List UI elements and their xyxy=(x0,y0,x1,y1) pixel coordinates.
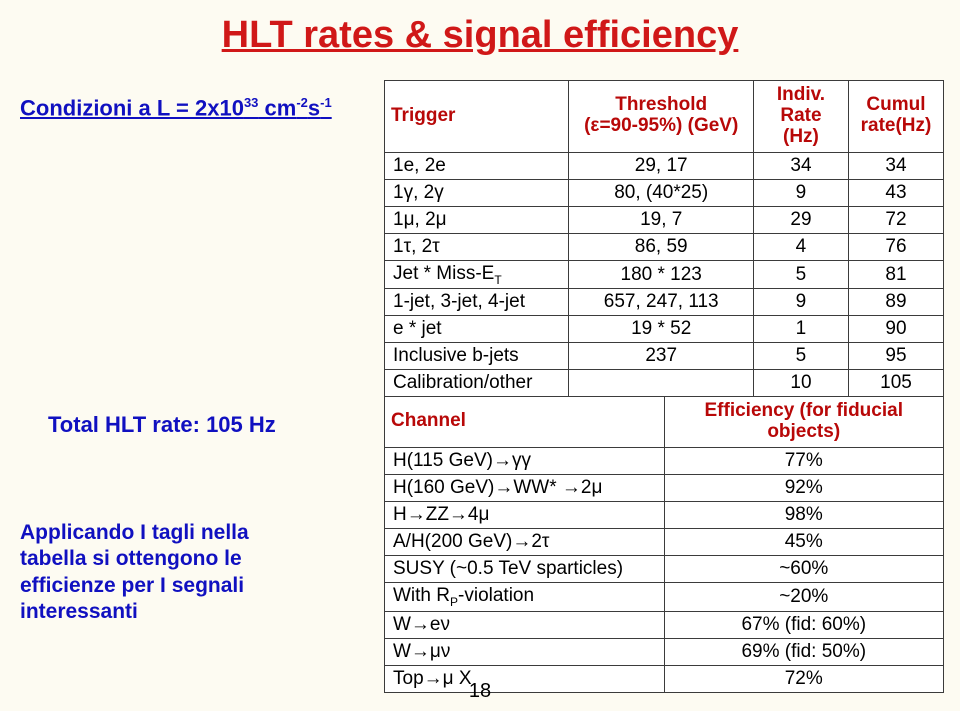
table-cell: 237 xyxy=(569,343,753,370)
table-cell: 657, 247, 113 xyxy=(569,289,753,316)
table-cell: 1e, 2e xyxy=(385,152,569,179)
table-row: 1-jet, 3-jet, 4-jet657, 247, 113989 xyxy=(385,289,944,316)
table-cell: Inclusive b-jets xyxy=(385,343,569,370)
table-cell: SUSY (~0.5 TeV sparticles) xyxy=(385,555,665,582)
table-cell: ~60% xyxy=(664,555,944,582)
table-cell: 77% xyxy=(664,447,944,474)
table-row: W→μν69% (fid: 50%) xyxy=(385,638,944,665)
table-cell: 43 xyxy=(848,179,943,206)
table-cell xyxy=(569,370,753,397)
table-cell: A/H(200 GeV)→2τ xyxy=(385,528,665,555)
table-cell: 180 * 123 xyxy=(569,260,753,289)
table-cell: e * jet xyxy=(385,316,569,343)
table-cell: W→eν xyxy=(385,611,665,638)
table-cell: 10 xyxy=(753,370,848,397)
table-cell: 9 xyxy=(753,179,848,206)
table-cell: 105 xyxy=(848,370,943,397)
table-cell: 67% (fid: 60%) xyxy=(664,611,944,638)
table-cell: 9 xyxy=(753,289,848,316)
table-cell: 86, 59 xyxy=(569,233,753,260)
total-rate-label: Total HLT rate: 105 Hz xyxy=(48,412,276,438)
efficiency-table: ChannelEfficiency (for fiducial objects)… xyxy=(384,396,944,693)
table-cell: 81 xyxy=(848,260,943,289)
table-cell: ~20% xyxy=(664,582,944,611)
table-cell: 5 xyxy=(753,260,848,289)
table-cell: 1μ, 2μ xyxy=(385,206,569,233)
table-row: Inclusive b-jets237595 xyxy=(385,343,944,370)
rates-table: TriggerThreshold(ε=90-95%) (GeV)Indiv.Ra… xyxy=(384,80,944,397)
eff-header-cell: Channel xyxy=(385,397,665,448)
table-cell: 76 xyxy=(848,233,943,260)
table-cell: 90 xyxy=(848,316,943,343)
table-row: With RP-violation~20% xyxy=(385,582,944,611)
table-row: H→ZZ→4μ98% xyxy=(385,501,944,528)
table-cell: With RP-violation xyxy=(385,582,665,611)
table-row: W→eν67% (fid: 60%) xyxy=(385,611,944,638)
efficiency-note: Applicando I tagli nellatabella si otten… xyxy=(20,520,249,625)
table-cell: 29 xyxy=(753,206,848,233)
table-cell: H(115 GeV)→γγ xyxy=(385,447,665,474)
table-cell: 5 xyxy=(753,343,848,370)
table-cell: 80, (40*25) xyxy=(569,179,753,206)
table-cell: 1-jet, 3-jet, 4-jet xyxy=(385,289,569,316)
table-cell: H→ZZ→4μ xyxy=(385,501,665,528)
table-row: H(160 GeV)→WW* →2μ92% xyxy=(385,474,944,501)
rates-header-cell: Indiv.Rate (Hz) xyxy=(753,81,848,153)
table-cell: W→μν xyxy=(385,638,665,665)
table-cell: 95 xyxy=(848,343,943,370)
table-cell: Calibration/other xyxy=(385,370,569,397)
rates-table-container: TriggerThreshold(ε=90-95%) (GeV)Indiv.Ra… xyxy=(384,80,944,397)
rates-header-cell: Cumulrate(Hz) xyxy=(848,81,943,153)
table-row: Calibration/other 10105 xyxy=(385,370,944,397)
table-row: H(115 GeV)→γγ77% xyxy=(385,447,944,474)
page-title: HLT rates & signal efficiency xyxy=(222,14,739,57)
table-row: 1μ, 2μ19, 72972 xyxy=(385,206,944,233)
table-row: Jet * Miss-ET180 * 123581 xyxy=(385,260,944,289)
table-row: 1γ, 2γ80, (40*25)943 xyxy=(385,179,944,206)
table-cell: 1γ, 2γ xyxy=(385,179,569,206)
table-cell: 72% xyxy=(664,665,944,692)
table-row: 1τ, 2τ86, 59476 xyxy=(385,233,944,260)
table-row: A/H(200 GeV)→2τ45% xyxy=(385,528,944,555)
rates-header-cell: Threshold(ε=90-95%) (GeV) xyxy=(569,81,753,153)
table-cell: 19, 7 xyxy=(569,206,753,233)
table-cell: 4 xyxy=(753,233,848,260)
table-cell: Jet * Miss-ET xyxy=(385,260,569,289)
table-cell: 69% (fid: 50%) xyxy=(664,638,944,665)
table-cell: 1 xyxy=(753,316,848,343)
table-cell: 19 * 52 xyxy=(569,316,753,343)
table-cell: 34 xyxy=(753,152,848,179)
eff-header-cell: Efficiency (for fiducial objects) xyxy=(664,397,944,448)
table-cell: 45% xyxy=(664,528,944,555)
table-cell: 34 xyxy=(848,152,943,179)
table-cell: 89 xyxy=(848,289,943,316)
table-cell: 29, 17 xyxy=(569,152,753,179)
table-row: SUSY (~0.5 TeV sparticles)~60% xyxy=(385,555,944,582)
conditions-label: Condizioni a L = 2x1033 cm-2s-1 xyxy=(20,95,332,121)
efficiency-table-container: ChannelEfficiency (for fiducial objects)… xyxy=(384,396,944,693)
table-cell: 1τ, 2τ xyxy=(385,233,569,260)
table-cell: H(160 GeV)→WW* →2μ xyxy=(385,474,665,501)
page-number: 18 xyxy=(469,680,491,703)
table-cell: 72 xyxy=(848,206,943,233)
table-row: e * jet19 * 52190 xyxy=(385,316,944,343)
table-cell: 98% xyxy=(664,501,944,528)
table-cell: Top→μ X xyxy=(385,665,665,692)
rates-header-cell: Trigger xyxy=(385,81,569,153)
table-row: 1e, 2e29, 173434 xyxy=(385,152,944,179)
table-cell: 92% xyxy=(664,474,944,501)
